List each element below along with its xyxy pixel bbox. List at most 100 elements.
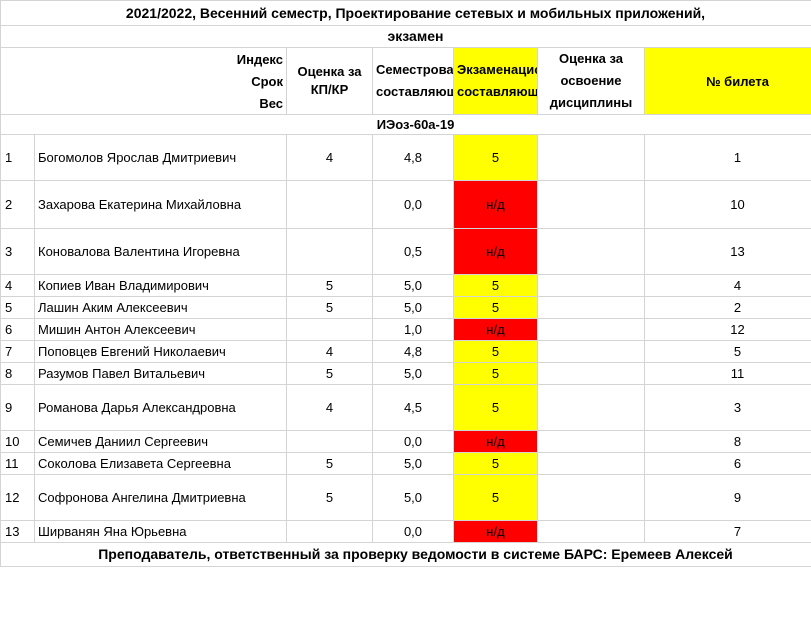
student-name[interactable]: Копиев Иван Владимирович	[34, 274, 287, 297]
kp-grade[interactable]	[286, 228, 373, 275]
exam-score[interactable]: н/д	[453, 430, 538, 453]
semester-score[interactable]: 1,0	[372, 318, 454, 341]
exam-score[interactable]: 5	[453, 340, 538, 363]
sheet-title-line2[interactable]: экзамен	[0, 25, 811, 48]
header-exam[interactable]: Экзаменационная составляющая	[453, 47, 538, 115]
semester-score[interactable]: 0,0	[372, 180, 454, 229]
semester-score[interactable]: 5,0	[372, 274, 454, 297]
kp-grade[interactable]: 5	[286, 296, 373, 319]
final-grade[interactable]	[537, 340, 645, 363]
exam-score[interactable]: н/д	[453, 520, 538, 543]
exam-score[interactable]: 5	[453, 474, 538, 521]
row-number[interactable]: 1	[0, 134, 35, 181]
semester-score[interactable]: 5,0	[372, 474, 454, 521]
header-grade[interactable]: Оценка за освоение дисциплины	[537, 47, 645, 115]
footer-teacher[interactable]: Преподаватель, ответственный за проверку…	[0, 542, 811, 567]
ticket-number[interactable]: 11	[643, 362, 811, 385]
ticket-number[interactable]: 9	[643, 474, 811, 521]
final-grade[interactable]	[537, 474, 645, 521]
term-label[interactable]: Срок	[0, 70, 287, 93]
student-name[interactable]: Богомолов Ярослав Дмитриевич	[34, 134, 287, 181]
exam-score[interactable]: 5	[453, 362, 538, 385]
ticket-number[interactable]: 2	[643, 296, 811, 319]
final-grade[interactable]	[537, 318, 645, 341]
exam-score[interactable]: н/д	[453, 228, 538, 275]
exam-score[interactable]: 5	[453, 384, 538, 431]
weight-label[interactable]: Вес	[0, 92, 287, 115]
student-name[interactable]: Разумов Павел Витальевич	[34, 362, 287, 385]
final-grade[interactable]	[537, 296, 645, 319]
ticket-number[interactable]: 1	[643, 134, 811, 181]
final-grade[interactable]	[537, 362, 645, 385]
row-number[interactable]: 10	[0, 430, 35, 453]
final-grade[interactable]	[537, 228, 645, 275]
student-name[interactable]: Лашин Аким Алексеевич	[34, 296, 287, 319]
index-label[interactable]: Индекс	[0, 47, 287, 71]
student-name[interactable]: Семичев Даниил Сергеевич	[34, 430, 287, 453]
semester-score[interactable]: 5,0	[372, 362, 454, 385]
kp-grade[interactable]: 5	[286, 362, 373, 385]
group-name[interactable]: ИЭоз-60а-19	[0, 114, 811, 135]
kp-grade[interactable]	[286, 430, 373, 453]
final-grade[interactable]	[537, 384, 645, 431]
semester-score[interactable]: 4,8	[372, 340, 454, 363]
ticket-number[interactable]: 6	[643, 452, 811, 475]
final-grade[interactable]	[537, 180, 645, 229]
ticket-number[interactable]: 8	[643, 430, 811, 453]
semester-score[interactable]: 0,0	[372, 430, 454, 453]
kp-grade[interactable]	[286, 180, 373, 229]
exam-score[interactable]: 5	[453, 134, 538, 181]
semester-score[interactable]: 5,0	[372, 296, 454, 319]
student-name[interactable]: Поповцев Евгений Николаевич	[34, 340, 287, 363]
kp-grade[interactable]: 5	[286, 452, 373, 475]
ticket-number[interactable]: 12	[643, 318, 811, 341]
row-number[interactable]: 8	[0, 362, 35, 385]
semester-score[interactable]: 0,0	[372, 520, 454, 543]
student-name[interactable]: Софронова Ангелина Дмитриевна	[34, 474, 287, 521]
final-grade[interactable]	[537, 520, 645, 543]
ticket-number[interactable]: 13	[643, 228, 811, 275]
row-number[interactable]: 6	[0, 318, 35, 341]
semester-score[interactable]: 4,5	[372, 384, 454, 431]
row-number[interactable]: 3	[0, 228, 35, 275]
header-kp[interactable]: Оценка за КП/КР	[286, 47, 373, 115]
ticket-number[interactable]: 5	[643, 340, 811, 363]
exam-score[interactable]: н/д	[453, 180, 538, 229]
student-name[interactable]: Мишин Антон Алексеевич	[34, 318, 287, 341]
sheet-title-line1[interactable]: 2021/2022, Весенний семестр, Проектирова…	[0, 0, 811, 26]
row-number[interactable]: 2	[0, 180, 35, 229]
row-number[interactable]: 4	[0, 274, 35, 297]
kp-grade[interactable]	[286, 520, 373, 543]
ticket-number[interactable]: 4	[643, 274, 811, 297]
student-name[interactable]: Захарова Екатерина Михайловна	[34, 180, 287, 229]
ticket-number[interactable]: 3	[643, 384, 811, 431]
ticket-number[interactable]: 7	[643, 520, 811, 543]
kp-grade[interactable]	[286, 318, 373, 341]
header-semester[interactable]: Семестровая составляющая	[372, 47, 454, 115]
semester-score[interactable]: 0,5	[372, 228, 454, 275]
row-number[interactable]: 13	[0, 520, 35, 543]
student-name[interactable]: Соколова Елизавета Сергеевна	[34, 452, 287, 475]
semester-score[interactable]: 5,0	[372, 452, 454, 475]
final-grade[interactable]	[537, 134, 645, 181]
row-number[interactable]: 7	[0, 340, 35, 363]
exam-score[interactable]: 5	[453, 274, 538, 297]
row-number[interactable]: 12	[0, 474, 35, 521]
final-grade[interactable]	[537, 274, 645, 297]
row-number[interactable]: 9	[0, 384, 35, 431]
row-number[interactable]: 11	[0, 452, 35, 475]
semester-score[interactable]: 4,8	[372, 134, 454, 181]
kp-grade[interactable]: 5	[286, 474, 373, 521]
kp-grade[interactable]: 4	[286, 340, 373, 363]
exam-score[interactable]: н/д	[453, 318, 538, 341]
kp-grade[interactable]: 4	[286, 384, 373, 431]
student-name[interactable]: Романова Дарья Александровна	[34, 384, 287, 431]
final-grade[interactable]	[537, 452, 645, 475]
exam-score[interactable]: 5	[453, 296, 538, 319]
final-grade[interactable]	[537, 430, 645, 453]
row-number[interactable]: 5	[0, 296, 35, 319]
exam-score[interactable]: 5	[453, 452, 538, 475]
student-name[interactable]: Коновалова Валентина Игоревна	[34, 228, 287, 275]
ticket-number[interactable]: 10	[643, 180, 811, 229]
student-name[interactable]: Ширванян Яна Юрьевна	[34, 520, 287, 543]
